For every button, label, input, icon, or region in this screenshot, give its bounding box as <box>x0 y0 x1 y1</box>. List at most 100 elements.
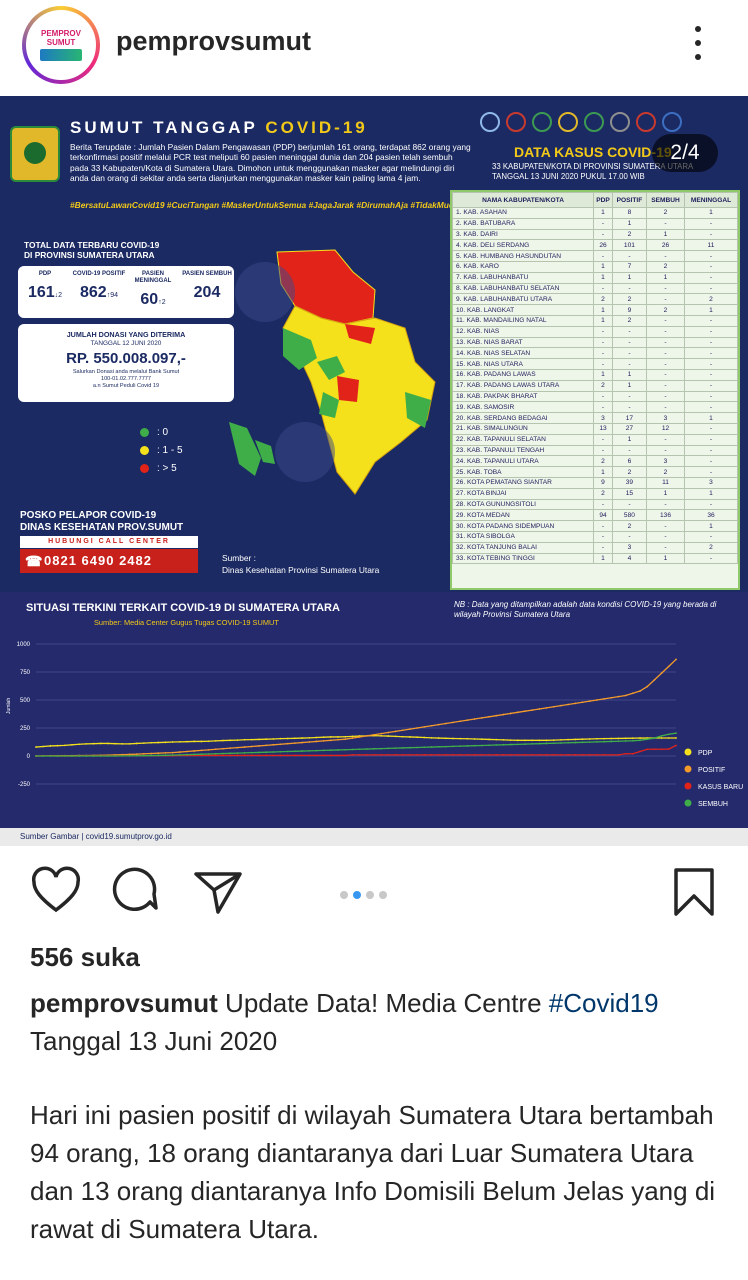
source-bar: Sumber Gambar | covid19.sumutprov.go.id <box>0 828 748 846</box>
agency-logos <box>480 112 742 138</box>
table-cell: 2 <box>611 520 648 532</box>
data-point <box>63 755 66 757</box>
table-cell: 25. KAB. TOBA <box>451 466 595 478</box>
table-cell: 26. KOTA PEMATANG SIANTAR <box>451 476 595 489</box>
data-point <box>373 733 375 736</box>
caption: pemprovsumut Update Data! Media Centre #… <box>30 984 730 1060</box>
data-point <box>488 738 490 741</box>
table-cell: - <box>611 444 648 457</box>
table-cell: 6 <box>611 455 648 468</box>
data-point <box>114 742 117 745</box>
table-row: 3. KAB. DAIRI -2 1- <box>451 228 739 241</box>
heart-icon[interactable] <box>30 866 82 918</box>
data-point <box>675 732 677 735</box>
data-point <box>250 745 253 748</box>
data-point <box>99 742 102 745</box>
data-point <box>567 703 570 706</box>
table-cell: 1 <box>611 368 648 381</box>
data-point <box>99 755 102 757</box>
data-point <box>430 736 433 739</box>
data-point <box>581 738 584 741</box>
data-point <box>315 736 318 739</box>
data-point <box>193 753 196 756</box>
data-point <box>236 739 239 741</box>
data-point <box>380 753 383 756</box>
data-point <box>473 744 476 747</box>
data-point <box>207 754 210 757</box>
caption-username[interactable]: pemprovsumut <box>30 988 218 1018</box>
table-cell: - <box>593 282 613 295</box>
table-row: 16. KAB. PADANG LAWAS 1 1- - <box>451 368 739 381</box>
data-point <box>186 753 188 756</box>
legend-label: SEMBUH <box>698 801 728 808</box>
data-point <box>516 753 519 756</box>
table-cell: 1 <box>593 271 613 284</box>
table-cell: - <box>593 444 613 457</box>
send-icon[interactable] <box>192 866 244 918</box>
table-cell: - <box>683 552 739 565</box>
table-cell: - <box>683 271 739 284</box>
table-cell: 9 <box>611 304 648 316</box>
comment-icon[interactable] <box>110 866 162 918</box>
data-point <box>624 694 627 697</box>
data-point <box>358 736 361 738</box>
data-point <box>524 743 526 746</box>
table-cell: 2 <box>646 260 685 273</box>
data-point <box>164 754 167 757</box>
table-cell: - <box>593 336 613 349</box>
table-cell: 9 <box>593 476 613 489</box>
data-point <box>653 737 656 739</box>
data-point <box>121 754 124 757</box>
total-data-title: TOTAL DATA TERBARU COVID-19 DI PROVINSI S… <box>24 240 160 260</box>
table-cell: - <box>683 325 739 338</box>
data-point <box>416 736 419 739</box>
data-point <box>610 696 613 699</box>
post-image[interactable]: SUMUT TANGGAP COVID-19 Berita Terupdate … <box>0 96 748 846</box>
data-point <box>538 753 541 756</box>
data-point <box>142 752 145 755</box>
data-point <box>358 753 361 756</box>
avatar-logo: PEMPROV SUMUT <box>26 10 96 80</box>
data-point <box>538 739 541 742</box>
data-point <box>85 755 88 757</box>
table-cell: 22. KAB. TAPANULI SELATAN <box>451 433 595 446</box>
username[interactable]: pemprovsumut <box>116 26 312 56</box>
data-point <box>293 750 296 753</box>
data-point <box>322 739 325 742</box>
data-point <box>610 753 613 756</box>
data-point <box>430 753 433 756</box>
series-line-sembuh <box>36 732 677 757</box>
data-point <box>524 710 526 713</box>
data-point <box>639 690 641 692</box>
data-kasus-subtitle: 33 KABUPATEN/KOTA DI PROVINSI SUMATERA U… <box>492 162 694 181</box>
table-cell: 8 <box>611 207 648 219</box>
data-point <box>186 740 188 743</box>
table-row: 6. KAB. KARO 1 7 2- <box>451 260 739 273</box>
more-options-icon[interactable] <box>688 24 708 64</box>
data-point <box>466 753 469 756</box>
data-point <box>588 753 591 756</box>
data-point <box>444 753 447 756</box>
data-point <box>193 740 196 743</box>
data-point <box>351 735 354 738</box>
table-row: 21. KAB. SIMALUNGUN 13 27 12- <box>451 422 739 435</box>
data-point <box>574 738 577 741</box>
data-point <box>444 737 447 740</box>
donation-value: RP. 550.008.097,- <box>66 350 186 367</box>
y-tick-label: 500 <box>20 698 31 704</box>
data-point <box>373 747 375 750</box>
data-point <box>502 713 505 716</box>
data-point <box>423 753 426 756</box>
likes-count[interactable]: 556 suka <box>30 942 140 972</box>
table-cell: 3 <box>646 455 685 468</box>
avatar[interactable]: PEMPROV SUMUT <box>22 6 100 84</box>
table-cell: - <box>646 379 685 392</box>
table-cell: - <box>683 401 739 414</box>
table-cell: 33. KOTA TEBING TINGGI <box>451 552 595 565</box>
hashtag-link[interactable]: #Covid19 <box>548 988 659 1018</box>
data-point <box>394 753 397 756</box>
table-cell: 1 <box>593 207 613 219</box>
bookmark-icon[interactable] <box>668 866 720 918</box>
table-cell: - <box>646 520 685 532</box>
data-point <box>178 740 181 743</box>
